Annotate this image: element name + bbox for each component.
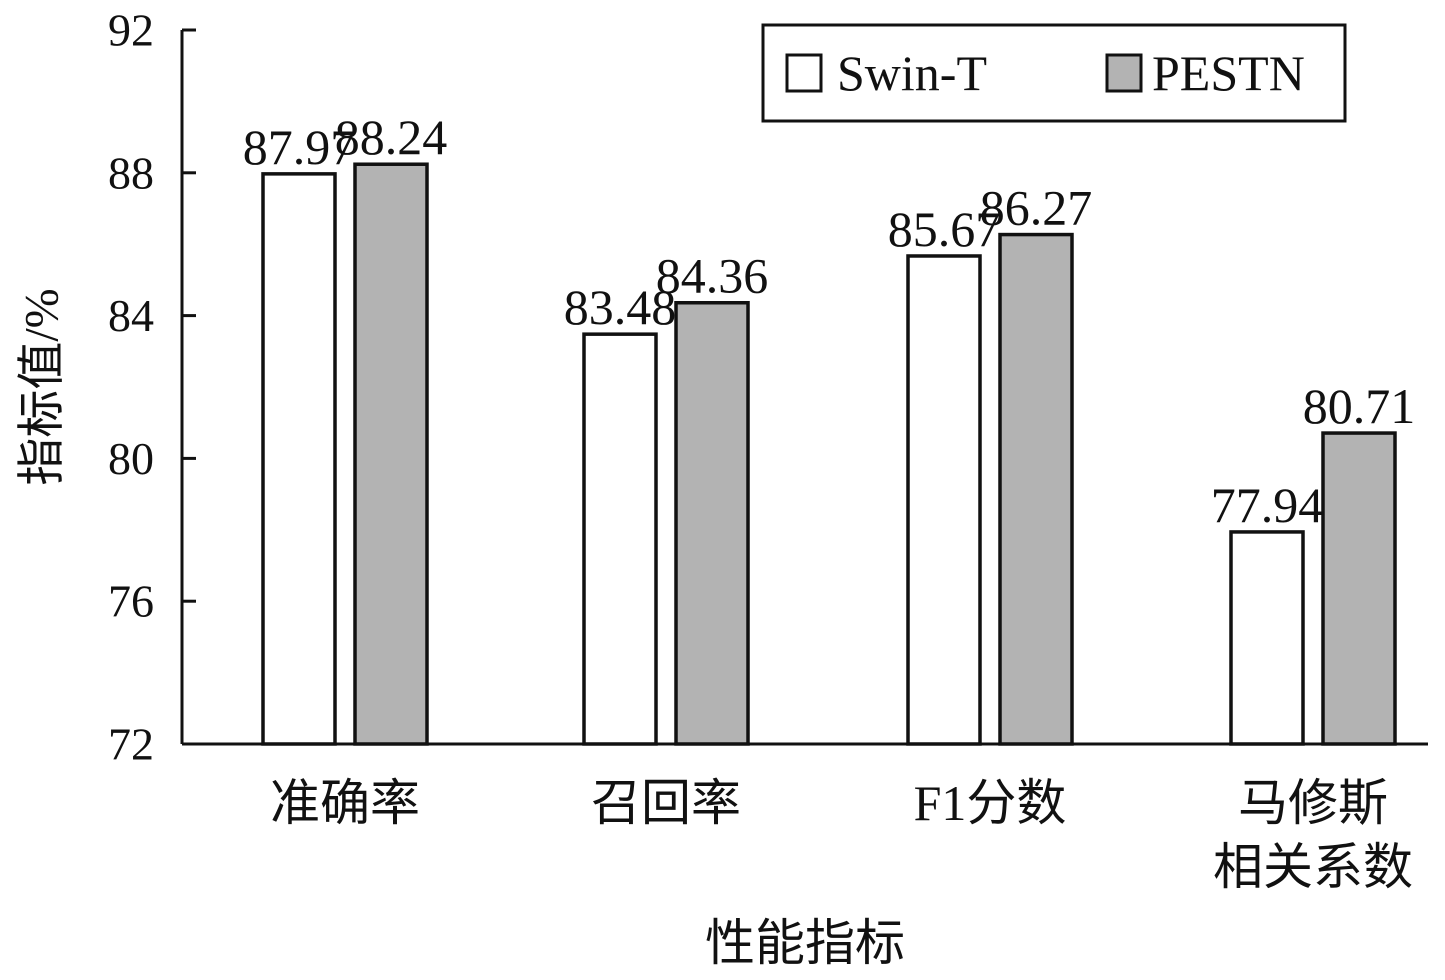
x-category-label: 准确率	[270, 775, 420, 831]
y-tick-label: 76	[108, 576, 154, 627]
bar-pestn-1	[674, 300, 750, 746]
bar-pestn-3	[1321, 431, 1397, 746]
legend-box	[761, 23, 1347, 123]
bar-swin-t-0	[261, 172, 337, 746]
bar-pestn-0	[353, 162, 429, 746]
x-axis-title: 性能指标	[705, 915, 905, 971]
legend-label: Swin-T	[837, 45, 987, 101]
data-label: 87.97	[243, 119, 356, 175]
x-category-label: 召回率	[591, 775, 741, 831]
data-label: 85.67	[888, 201, 1001, 257]
bar-swin-t-3	[1229, 530, 1305, 746]
y-tick-label: 92	[108, 5, 154, 56]
data-label: 77.94	[1211, 477, 1324, 533]
data-label: 88.24	[335, 109, 448, 165]
data-label: 83.48	[564, 279, 677, 335]
y-tick-label: 72	[108, 719, 154, 770]
data-label: 84.36	[656, 248, 769, 304]
data-label: 86.27	[980, 180, 1093, 236]
x-category-label: 相关系数	[1213, 839, 1413, 895]
y-tick-label: 80	[108, 433, 154, 484]
legend-swatch-swin-t	[785, 53, 823, 93]
bar-pestn-2	[998, 232, 1074, 746]
y-axis-title-group: 指标值/%	[16, 288, 69, 485]
data-label: 80.71	[1303, 378, 1416, 434]
legend-swatch-pestn	[1105, 53, 1143, 93]
y-tick-label: 84	[108, 290, 154, 341]
y-tick-label: 88	[108, 147, 154, 198]
bar-swin-t-1	[582, 332, 658, 746]
x-category-label: 马修斯	[1238, 775, 1388, 831]
bar-swin-t-2	[906, 254, 982, 746]
legend-label: PESTN	[1152, 45, 1305, 101]
y-axis-title: 指标值/%	[16, 288, 69, 485]
x-category-label: F1分数	[914, 775, 1067, 831]
